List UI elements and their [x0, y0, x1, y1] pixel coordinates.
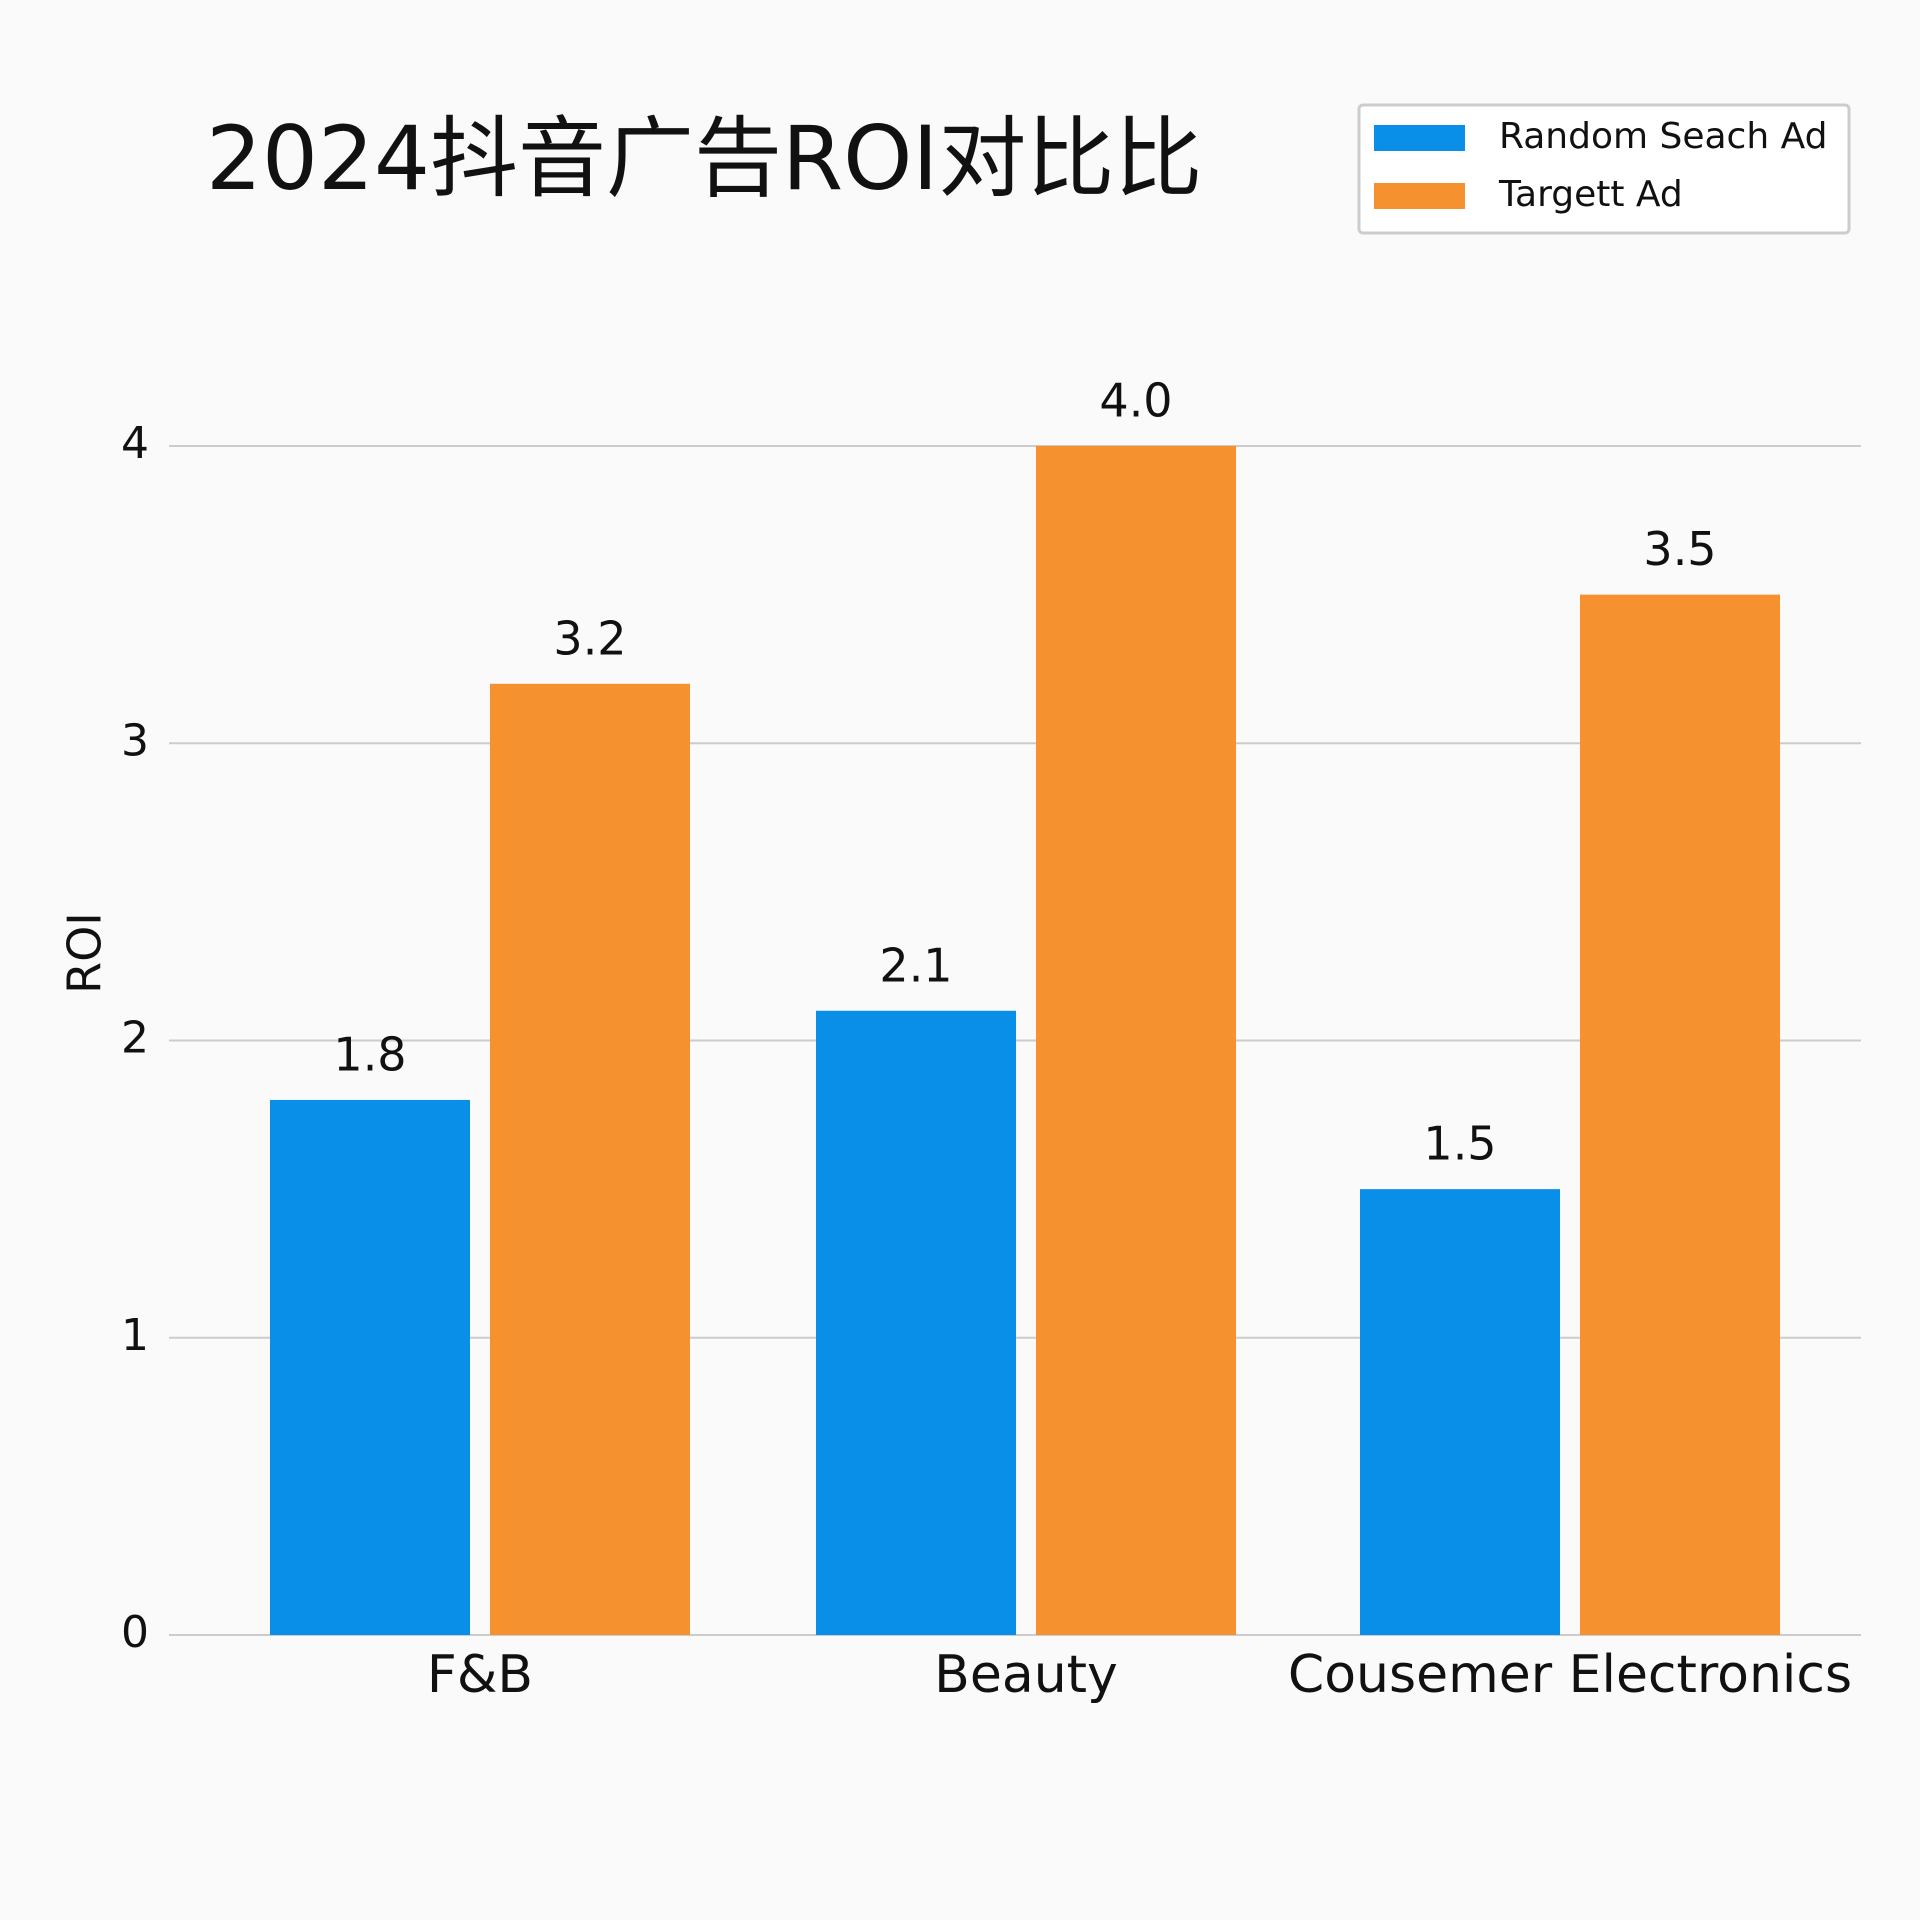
y-tick-label: 4 — [121, 418, 149, 469]
legend-swatch — [1374, 183, 1465, 209]
legend-swatch — [1374, 125, 1465, 151]
bar — [1580, 594, 1780, 1635]
y-tick-label: 2 — [121, 1013, 149, 1064]
data-label: 3.5 — [1643, 522, 1716, 576]
legend-label: Random Seach Ad — [1499, 116, 1827, 157]
data-label: 3.2 — [553, 611, 626, 665]
data-label: 4.0 — [1099, 374, 1172, 428]
data-label: 1.5 — [1423, 1117, 1496, 1171]
bar — [1036, 446, 1236, 1635]
bar — [270, 1099, 470, 1635]
y-tick-label: 3 — [121, 715, 149, 766]
x-tick-label: Beauty — [934, 1645, 1118, 1705]
y-axis-label: ROI — [58, 912, 112, 994]
x-tick-label: F&B — [427, 1645, 533, 1705]
bar — [490, 683, 690, 1635]
chart-title: 2024抖音广告ROI对比比 — [206, 107, 1202, 210]
bar — [816, 1010, 1016, 1635]
legend-label: Targett Ad — [1498, 174, 1683, 215]
data-label: 2.1 — [879, 938, 952, 992]
x-tick-label: Cousemer Electronics — [1288, 1645, 1852, 1705]
data-label: 1.8 — [333, 1027, 406, 1081]
y-tick-label: 0 — [121, 1607, 149, 1658]
legend-box — [1357, 103, 1851, 235]
y-tick-label: 1 — [121, 1310, 149, 1361]
bar — [1360, 1189, 1560, 1635]
